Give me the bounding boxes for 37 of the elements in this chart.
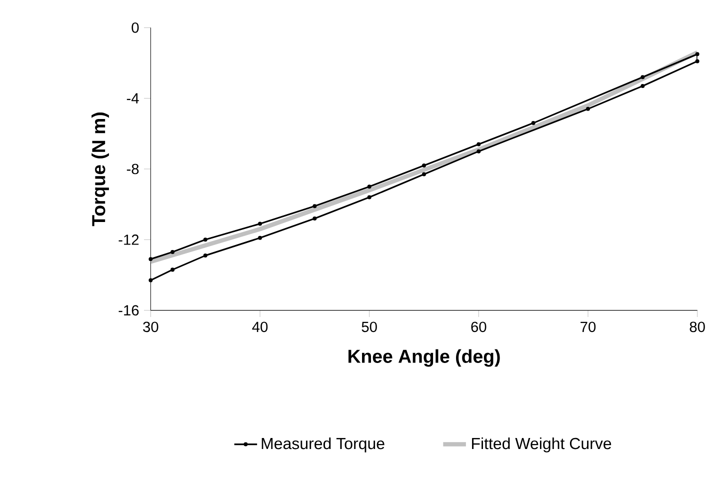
y-axis-title: Torque (N m) — [92, 112, 109, 226]
point — [203, 254, 208, 258]
point — [422, 163, 426, 168]
point — [367, 195, 372, 200]
point — [695, 52, 700, 56]
point — [170, 268, 175, 272]
point — [148, 257, 153, 262]
point — [203, 238, 208, 242]
y-tick-label: -8 — [126, 164, 139, 174]
x-axis-title: Knee Angle (deg) — [348, 349, 500, 367]
x-tick-label: 40 — [252, 322, 268, 332]
y-tick-label: -4 — [126, 93, 139, 104]
point — [367, 184, 372, 189]
x-tick-label: 30 — [143, 322, 158, 332]
y-tick-label: -12 — [118, 234, 139, 245]
x-tick-label: 80 — [690, 322, 705, 332]
point — [422, 172, 426, 176]
point — [258, 236, 262, 240]
y-tick-label: -16 — [118, 305, 139, 316]
point — [476, 149, 481, 154]
x-tick-label: 70 — [580, 322, 596, 332]
point — [640, 84, 645, 88]
point — [312, 204, 317, 208]
legend-label: Fitted Weight Curve — [472, 437, 612, 452]
x-tick-label: 50 — [362, 322, 377, 332]
point — [312, 216, 317, 220]
x-tick-label: 60 — [471, 322, 486, 332]
point — [258, 222, 262, 226]
point — [148, 278, 153, 282]
y-tick-label: 0 — [132, 22, 139, 33]
point — [476, 142, 481, 146]
point — [531, 121, 536, 126]
point — [170, 250, 175, 254]
point — [586, 106, 590, 111]
legend-label: Measured Torque — [262, 437, 384, 452]
point — [640, 75, 645, 80]
point — [695, 59, 700, 64]
